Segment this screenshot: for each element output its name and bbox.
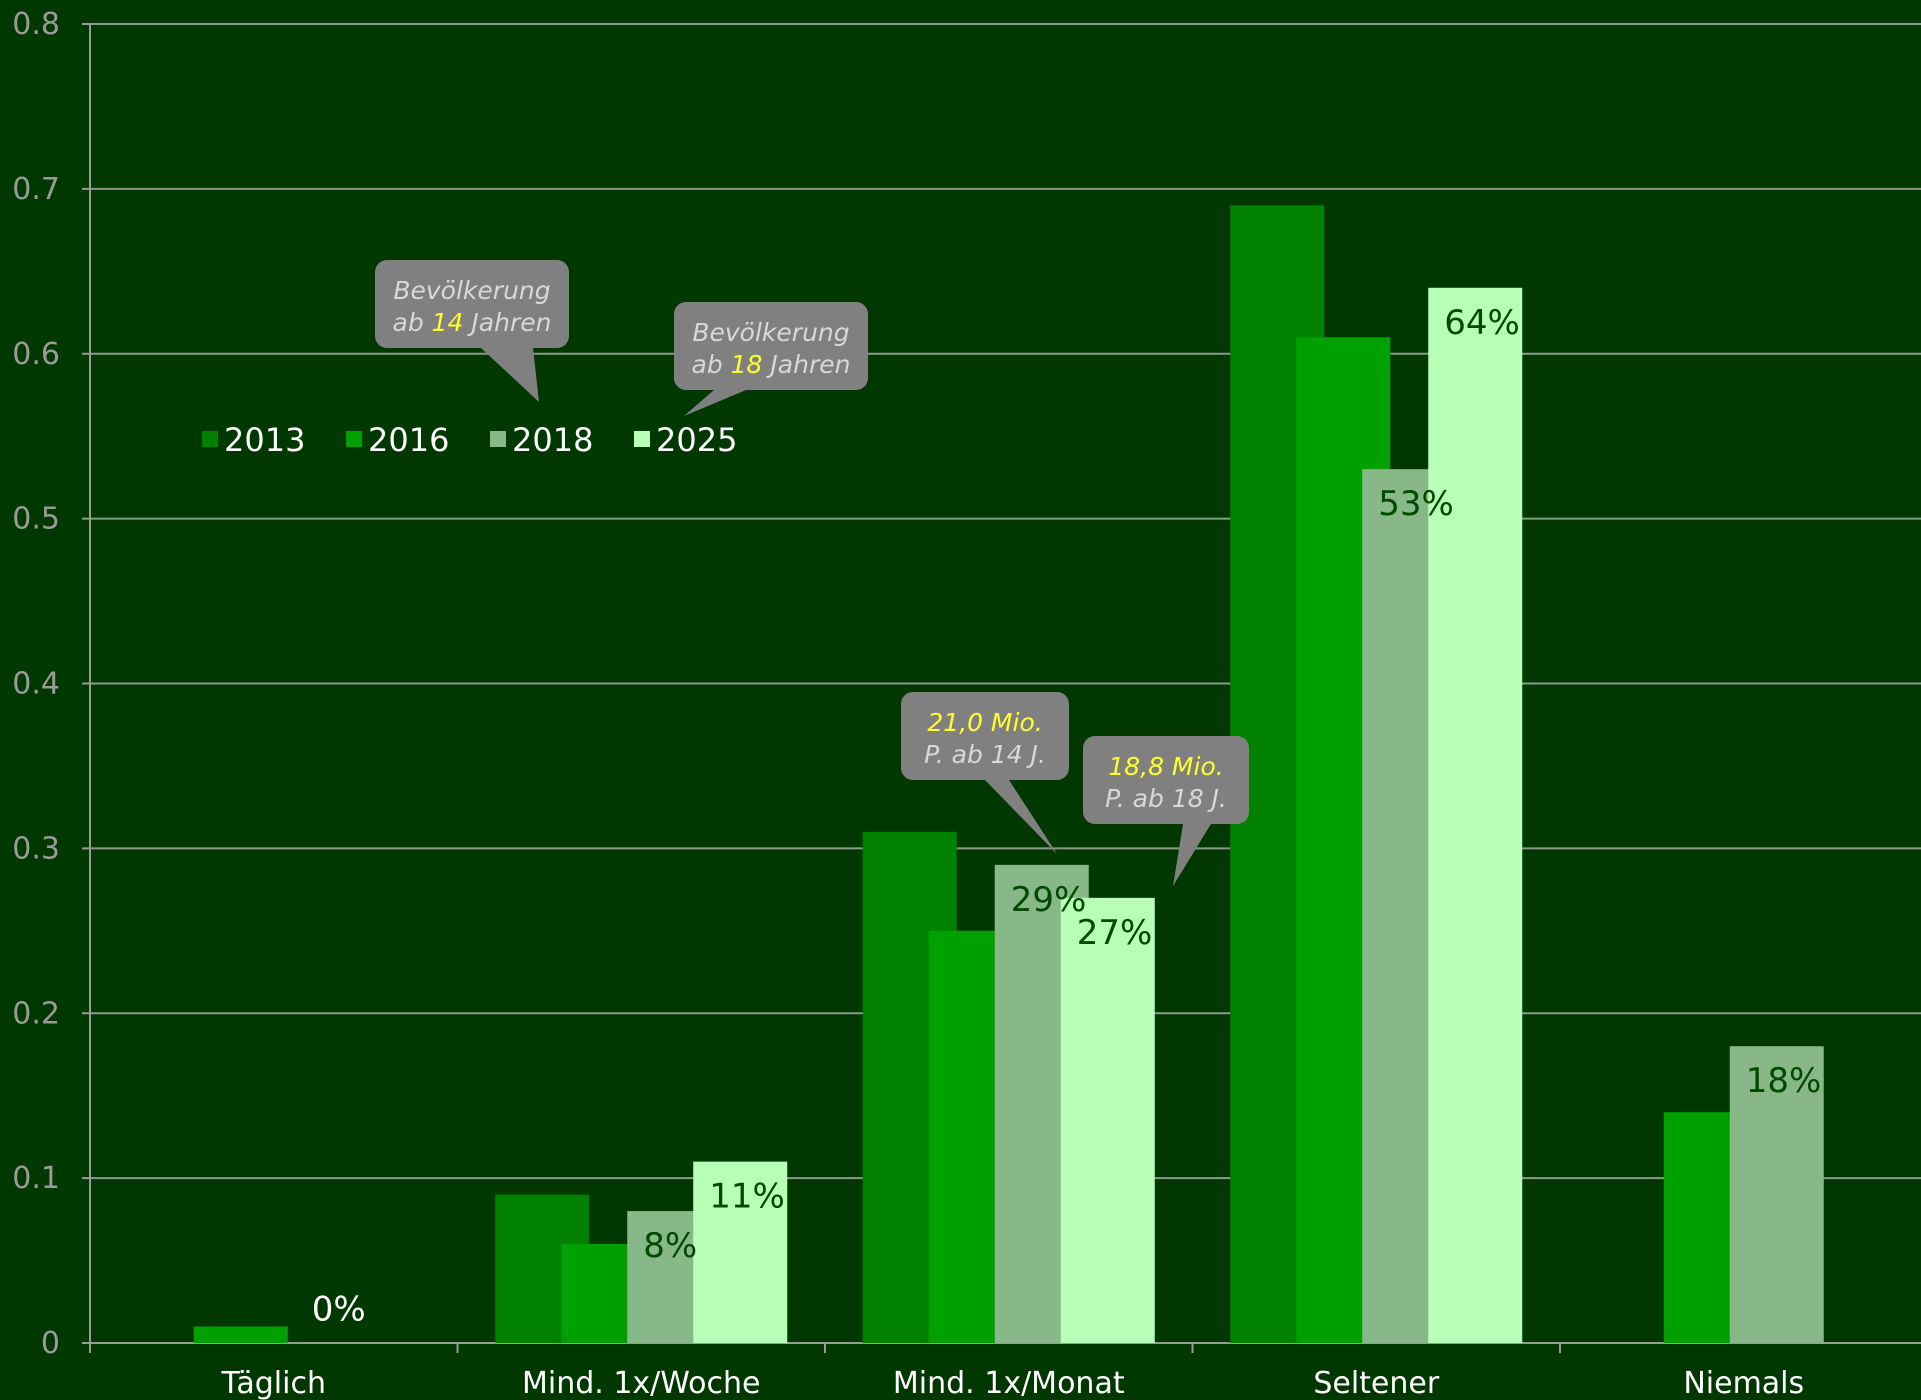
- legend-label-2016: 2016: [368, 421, 449, 459]
- data-label: 27%: [1077, 913, 1153, 953]
- x-tick-label: Täglich: [221, 1366, 326, 1400]
- y-tick-label: 0.8: [12, 7, 60, 42]
- y-axis: 0 0.1 0.2 0.3 0.4 0.5 0.6 0.7 0.8: [12, 7, 1921, 1361]
- x-tick-label: Mind. 1x/Woche: [522, 1366, 761, 1400]
- callout-14-line2: ab 14 Jahren: [393, 308, 552, 337]
- callout-18-8-line1: 18,8 Mio.: [1108, 752, 1223, 781]
- legend: 2013 2016 2018 2025: [202, 421, 737, 459]
- y-tick-label: 0.3: [12, 831, 60, 866]
- legend-swatch-2016: [346, 431, 362, 447]
- y-tick-label: 0.4: [12, 667, 60, 702]
- y-tick-label: 0.1: [12, 1161, 60, 1196]
- data-label: 8%: [643, 1226, 697, 1266]
- y-tick-label: 0.6: [12, 337, 60, 372]
- callout-18-8-mio: 18,8 Mio. P. ab 18 J.: [1083, 736, 1249, 886]
- callout-18-jahren: Bevölkerung ab 18 Jahren: [674, 302, 868, 416]
- callout-14-line1: Bevölkerung: [393, 276, 550, 305]
- callout-21-line2: P. ab 14 J.: [924, 740, 1046, 769]
- legend-swatch-2013: [202, 431, 218, 447]
- callout-14-jahren: Bevölkerung ab 14 Jahren: [375, 260, 569, 402]
- bar-2025-2: [1060, 897, 1155, 1343]
- y-tick-label: 0.2: [12, 996, 60, 1031]
- data-label: 11%: [709, 1177, 785, 1217]
- x-tick-label: Seltener: [1313, 1366, 1440, 1400]
- callout-21-mio: 21,0 Mio. P. ab 14 J.: [901, 692, 1069, 854]
- callout-18-line1: Bevölkerung: [692, 318, 849, 347]
- bars: [193, 205, 1824, 1344]
- x-axis: Täglich Mind. 1x/Woche Mind. 1x/Monat Selte…: [221, 1366, 1805, 1400]
- bar-2025-3: [1428, 287, 1523, 1343]
- legend-label-2025: 2025: [656, 421, 737, 459]
- x-tick-label: Niemals: [1683, 1366, 1804, 1400]
- callout-21-line1: 21,0 Mio.: [927, 708, 1042, 737]
- data-label: 64%: [1444, 303, 1520, 343]
- legend-swatch-2025: [634, 431, 650, 447]
- bar-2025-1: [693, 1161, 788, 1343]
- callout-18-8-line2: P. ab 18 J.: [1105, 784, 1227, 813]
- data-label: 29%: [1011, 880, 1087, 920]
- bar-2018-4: [1729, 1046, 1824, 1343]
- y-tick-label: 0.5: [12, 502, 60, 537]
- data-label: 53%: [1378, 484, 1454, 524]
- legend-label-2013: 2013: [224, 421, 305, 459]
- legend-swatch-2018: [490, 431, 506, 447]
- data-label: 0%: [312, 1290, 366, 1330]
- data-label: 18%: [1746, 1061, 1822, 1101]
- legend-label-2018: 2018: [512, 421, 593, 459]
- data-labels: 0% 8% 11% 29%27% 53% 64% 18%: [312, 303, 1822, 1330]
- bar-2016-0: [193, 1326, 288, 1343]
- callout-18-line2: ab 18 Jahren: [692, 350, 851, 379]
- y-tick-label: 0: [41, 1326, 60, 1361]
- grid: [90, 23, 1921, 1180]
- x-tick-label: Mind. 1x/Monat: [893, 1366, 1125, 1400]
- y-tick-label: 0.7: [12, 172, 60, 207]
